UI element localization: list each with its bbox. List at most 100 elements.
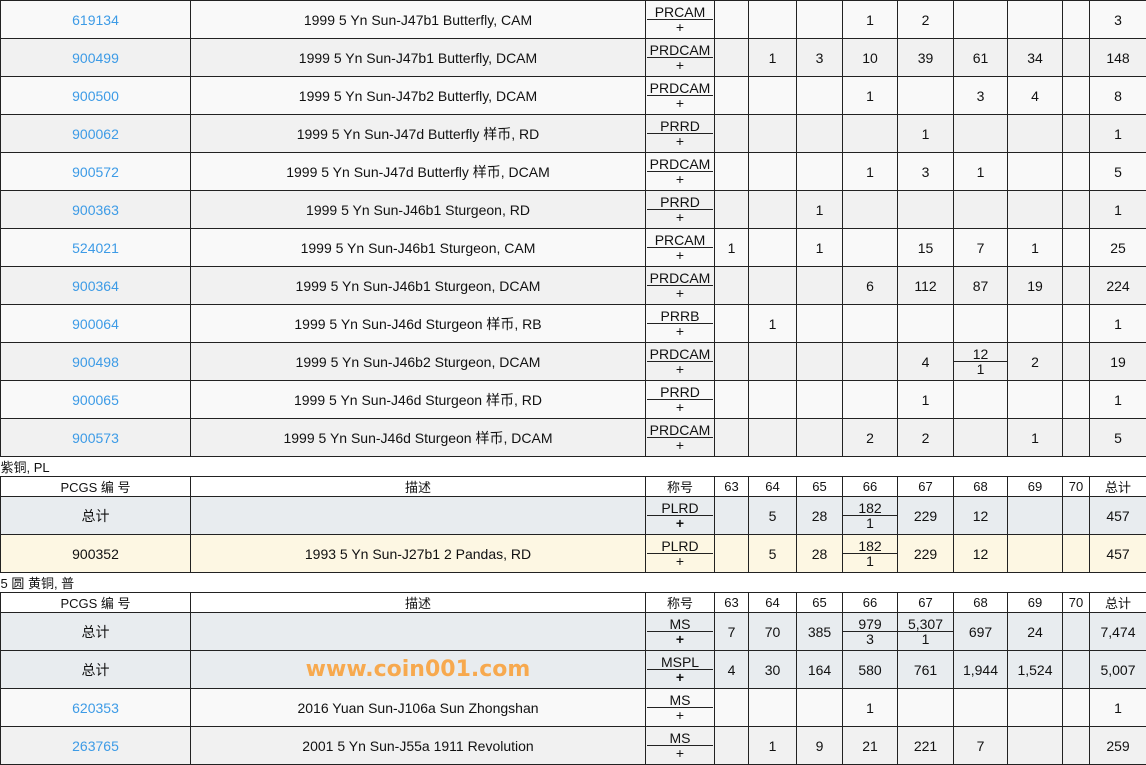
split-cell: PRRB+	[647, 309, 713, 338]
grade-65-count	[797, 419, 843, 457]
plus-label: +	[647, 670, 713, 684]
grade-63-count	[715, 419, 749, 457]
grade-69-count	[1008, 115, 1063, 153]
grade-65-count	[797, 77, 843, 115]
grade-63-count	[715, 77, 749, 115]
pcgs-number-link[interactable]: 900364	[1, 267, 191, 305]
grade-designation: PRDCAM+	[646, 343, 715, 381]
grade-designation: PRDCAM+	[646, 153, 715, 191]
grade-64-count: 70	[749, 613, 797, 651]
grade-64-count: 5	[749, 535, 797, 573]
description: 1999 5 Yn Sun-J47d Butterfly 样币, DCAM	[191, 153, 646, 191]
description: 1999 5 Yn Sun-J46d Sturgeon 样币, RB	[191, 305, 646, 343]
designation-code: PRDCAM	[647, 157, 713, 172]
grade-69-count: 24	[1008, 613, 1063, 651]
header-grade-65: 65	[797, 477, 843, 497]
pcgs-number-link[interactable]: 620353	[1, 689, 191, 727]
total-count: 1	[1090, 305, 1146, 343]
pcgs-number-link[interactable]: 900500	[1, 77, 191, 115]
grade-67-count: 3	[898, 153, 954, 191]
total-count: 25	[1090, 229, 1146, 267]
grade-66-count	[843, 191, 898, 229]
grade-67-count: 1	[898, 115, 954, 153]
header-grade-67: 67	[898, 477, 954, 497]
plus-label: +	[647, 210, 713, 224]
grade-65-count: 28	[797, 535, 843, 573]
header-description: 描述	[191, 477, 646, 497]
description: 1993 5 Yn Sun-J27b1 2 Pandas, RD	[191, 535, 646, 573]
grade-63-count	[715, 343, 749, 381]
pcgs-number-link[interactable]: 619134	[1, 1, 191, 39]
grade-64-count	[749, 419, 797, 457]
grade-70-count	[1063, 497, 1090, 535]
designation-code: MSPL	[647, 655, 713, 670]
grade-63-count	[715, 267, 749, 305]
designation-code: PRDCAM	[647, 271, 713, 286]
designation-code: PRCAM	[647, 233, 713, 248]
split-cell: PRCAM+	[647, 5, 713, 34]
total-count: 7,474	[1090, 613, 1146, 651]
pcgs-number-link[interactable]: 900498	[1, 343, 191, 381]
header-grade-69: 69	[1008, 593, 1063, 613]
header-grade-66: 66	[843, 477, 898, 497]
grade-67-count	[898, 191, 954, 229]
designation-code: PLRD	[647, 539, 713, 554]
pcgs-number-link[interactable]: 263765	[1, 727, 191, 765]
grade-70-count	[1063, 39, 1090, 77]
watermark: www.coin001.com	[191, 657, 645, 682]
description: 1999 5 Yn Sun-J46b1 Sturgeon, CAM	[191, 229, 646, 267]
grade-67-count	[898, 77, 954, 115]
grade-64-count	[749, 689, 797, 727]
grade-63-count	[715, 153, 749, 191]
pcgs-number-link[interactable]: 900363	[1, 191, 191, 229]
grade-70-count	[1063, 77, 1090, 115]
grade-63-count: 7	[715, 613, 749, 651]
pcgs-number-link[interactable]: 900065	[1, 381, 191, 419]
pcgs-number-link[interactable]: 900062	[1, 115, 191, 153]
grade-70-count	[1063, 535, 1090, 573]
grade-67-count: 15	[898, 229, 954, 267]
header-grade-66: 66	[843, 593, 898, 613]
pcgs-number-link[interactable]: 900064	[1, 305, 191, 343]
description: 1999 5 Yn Sun-J46d Sturgeon 样币, DCAM	[191, 419, 646, 457]
grade-66-count	[843, 381, 898, 419]
header-description: 描述	[191, 593, 646, 613]
pcgs-number: 总计	[1, 497, 191, 535]
grade-69-count: 2	[1008, 343, 1063, 381]
grade-68-count: 3	[954, 77, 1008, 115]
plus-label: +	[647, 516, 713, 530]
grade-69-count: 19	[1008, 267, 1063, 305]
grade-69-count: 1	[1008, 419, 1063, 457]
pcgs-number-link[interactable]: 900572	[1, 153, 191, 191]
plus-label: +	[647, 286, 713, 300]
grade-68-count: 7	[954, 229, 1008, 267]
grade-70-count	[1063, 191, 1090, 229]
plus-label: +	[647, 172, 713, 186]
designation-code: MS	[647, 617, 713, 632]
plus-label: +	[647, 58, 713, 72]
pcgs-number-link[interactable]: 524021	[1, 229, 191, 267]
header-grade-63: 63	[715, 477, 749, 497]
grade-67-count: 2	[898, 419, 954, 457]
grade-designation: PRDCAM+	[646, 39, 715, 77]
pcgs-number-link[interactable]: 900499	[1, 39, 191, 77]
header-pcgs: PCGS 编 号	[1, 593, 191, 613]
designation-code: PRDCAM	[647, 81, 713, 96]
designation-code: PRDCAM	[647, 423, 713, 438]
grade-70-count	[1063, 689, 1090, 727]
pcgs-number-link[interactable]: 900573	[1, 419, 191, 457]
plus-count: 1	[898, 632, 953, 646]
grade-69-count	[1008, 305, 1063, 343]
grade-65-count	[797, 689, 843, 727]
